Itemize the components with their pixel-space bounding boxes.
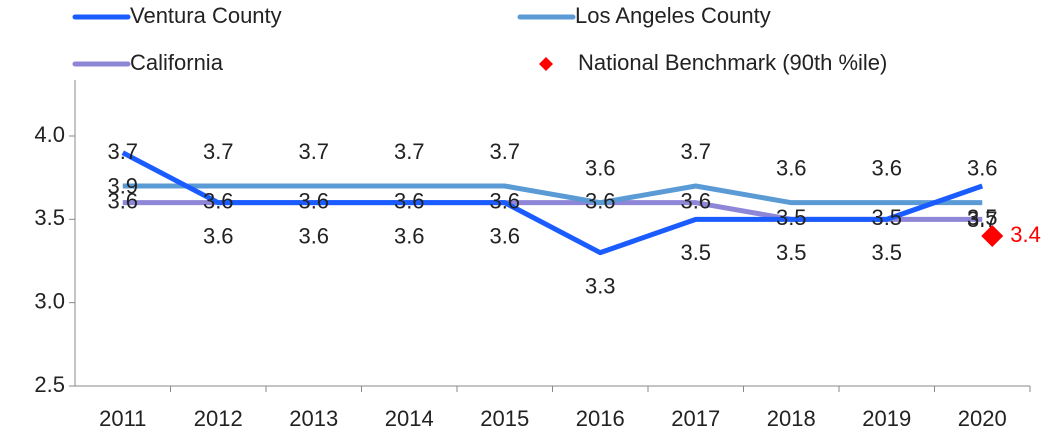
x-tick-label: 2018 — [767, 406, 816, 431]
data-label: 3.7 — [203, 139, 234, 164]
data-label: 3.6 — [489, 188, 520, 213]
data-label: 3.5 — [871, 240, 902, 265]
data-label: 3.7 — [107, 139, 138, 164]
data-label: 3.6 — [298, 223, 329, 248]
data-label: 3.7 — [680, 139, 711, 164]
benchmark-marker — [981, 225, 1004, 247]
data-label: 3.6 — [394, 188, 425, 213]
data-label: 3.6 — [967, 155, 998, 180]
data-label: 3.5 — [776, 240, 807, 265]
data-label: 3.6 — [203, 223, 234, 248]
data-label: 3.6 — [871, 155, 902, 180]
x-tick-label: 2011 — [99, 406, 146, 431]
series-line — [122, 183, 983, 206]
y-tick-label: 3.5 — [34, 205, 65, 230]
x-tick-label: 2020 — [958, 406, 1007, 431]
x-tick-label: 2015 — [480, 406, 529, 431]
x-tick-label: 2019 — [862, 406, 911, 431]
legend-label: National Benchmark (90th %ile) — [578, 50, 887, 75]
data-label: 3.6 — [394, 223, 425, 248]
y-tick-label: 4.0 — [34, 122, 65, 147]
data-label: 3.7 — [394, 139, 425, 164]
legend-label: Ventura County — [130, 3, 282, 28]
legend-label: Los Angeles County — [575, 3, 771, 28]
benchmark-label: 3.4 — [1010, 222, 1041, 247]
data-label: 3.6 — [107, 188, 138, 213]
data-label: 3.6 — [203, 188, 234, 213]
data-label: 3.6 — [298, 188, 329, 213]
data-label: 3.7 — [489, 139, 520, 164]
series-line — [121, 150, 984, 256]
legend-marker — [539, 57, 553, 71]
data-label: 3.5 — [776, 205, 807, 230]
data-label: 3.5 — [871, 205, 902, 230]
data-label: 3.6 — [776, 155, 807, 180]
data-label: 3.5 — [680, 240, 711, 265]
x-tick-label: 2014 — [385, 406, 434, 431]
data-label: 3.6 — [585, 155, 616, 180]
legend-label: California — [130, 50, 224, 75]
data-label: 3.3 — [585, 273, 616, 298]
data-label: 3.7 — [298, 139, 329, 164]
y-tick-label: 3.0 — [34, 288, 65, 313]
data-label: 3.6 — [680, 188, 711, 213]
x-tick-label: 2016 — [576, 406, 625, 431]
data-label: 3.9 — [107, 173, 138, 198]
x-tick-label: 2013 — [289, 406, 338, 431]
data-label: 3.6 — [489, 223, 520, 248]
x-tick-label: 2017 — [671, 406, 720, 431]
y-tick-label: 2.5 — [34, 372, 65, 397]
data-label: 3.6 — [585, 188, 616, 213]
x-tick-label: 2012 — [194, 406, 243, 431]
